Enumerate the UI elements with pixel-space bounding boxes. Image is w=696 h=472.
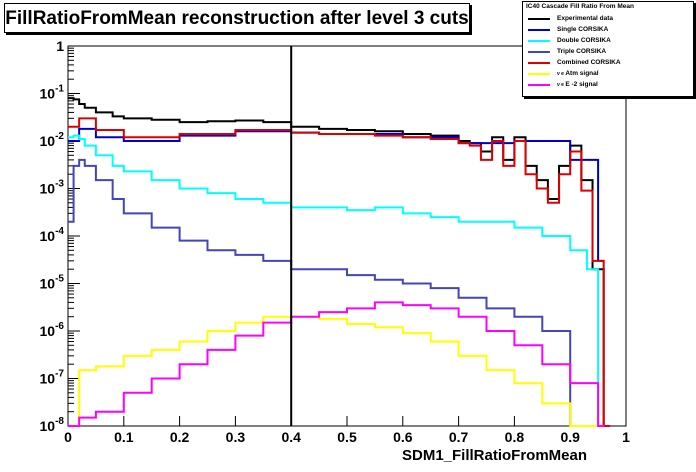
legend-label: Experimental data: [557, 15, 613, 22]
plot-frame: [67, 45, 627, 427]
legend-swatch: [528, 40, 550, 42]
legend-item: ν e Atm signal: [525, 69, 690, 79]
legend-swatch: [528, 29, 550, 31]
y-tick-label: 10-6: [40, 321, 65, 339]
legend-label: ν e Atm signal: [557, 70, 599, 77]
legend-label: Triple CORSIKA: [557, 48, 606, 55]
legend-label-text: Experimental data: [557, 15, 613, 22]
legend-item: ν e E -2 signal: [525, 80, 690, 90]
legend-label-text: Atm signal: [565, 70, 599, 77]
y-tick-label: 10-1: [40, 84, 65, 102]
legend-item: Combined CORSIKA: [525, 58, 690, 68]
series-line-6: [68, 301, 605, 427]
x-tick-label: 0.9: [560, 429, 580, 445]
x-axis-label: SDM1_FillRatioFromMean: [402, 447, 588, 464]
x-tick-label: 0.8: [505, 429, 525, 445]
y-tick-label: 10-8: [40, 416, 65, 434]
series-line-0: [68, 97, 610, 427]
series-group: [68, 97, 610, 427]
x-tick-label: 1: [622, 429, 630, 445]
series-line-4: [68, 117, 610, 427]
y-tick-label: 10-4: [40, 226, 65, 244]
legend-item: Triple CORSIKA: [525, 47, 690, 57]
legend-swatch: [528, 51, 550, 53]
x-tick-label: 0.6: [393, 429, 413, 445]
legend-sub-label: ν e: [557, 71, 566, 77]
series-line-3: [68, 158, 577, 427]
legend: IC40 Cascade Fill Ratio From Mean Experi…: [522, 1, 694, 97]
legend-item: Experimental data: [525, 14, 690, 24]
legend-label-text: Single CORSIKA: [557, 26, 609, 33]
y-tick-label: 10-3: [40, 179, 65, 197]
legend-label: Combined CORSIKA: [557, 59, 621, 66]
x-tick-label: 0.4: [281, 429, 301, 445]
x-tick-label: 0.2: [170, 429, 190, 445]
legend-item: Double CORSIKA: [525, 36, 690, 46]
x-tick-label: 0.3: [226, 429, 246, 445]
axis-ticks: 0 0.1 0.2 0.3 0.4 0.5 0.6 0.7 0.8 0.9 1 10-8 10-7 10-…: [40, 38, 631, 445]
legend-label: Single CORSIKA: [557, 26, 608, 33]
legend-label-text: Combined CORSIKA: [557, 59, 621, 66]
legend-label-text: Double CORSIKA: [557, 37, 611, 44]
x-tick-label: 0.5: [337, 429, 357, 445]
legend-label: Double CORSIKA: [557, 37, 611, 44]
y-tick-label: 1: [56, 38, 64, 54]
y-tick-label: 10-5: [40, 274, 65, 292]
legend-label: ν e E -2 signal: [557, 81, 598, 88]
y-tick-label: 10-7: [40, 369, 65, 387]
legend-swatch: [528, 18, 550, 20]
chart-title: FillRatioFromMean reconstruction after l…: [5, 8, 469, 29]
legend-label-text: Triple CORSIKA: [557, 48, 607, 55]
legend-swatch: [528, 73, 550, 75]
legend-title: IC40 Cascade Fill Ratio From Mean: [526, 3, 635, 10]
legend-sub-label: ν e: [557, 82, 566, 88]
legend-item: Single CORSIKA: [525, 25, 690, 35]
chart-title-box: FillRatioFromMean reconstruction after l…: [4, 3, 470, 33]
x-tick-label: 0.7: [449, 429, 469, 445]
y-tick-label: 10-2: [40, 131, 65, 149]
legend-swatch: [528, 84, 550, 86]
x-tick-label: 0.1: [114, 429, 134, 445]
series-line-5: [68, 315, 605, 427]
legend-swatch: [528, 62, 550, 64]
x-tick-label: 0: [64, 429, 72, 445]
legend-label-text: E -2 signal: [565, 81, 598, 88]
